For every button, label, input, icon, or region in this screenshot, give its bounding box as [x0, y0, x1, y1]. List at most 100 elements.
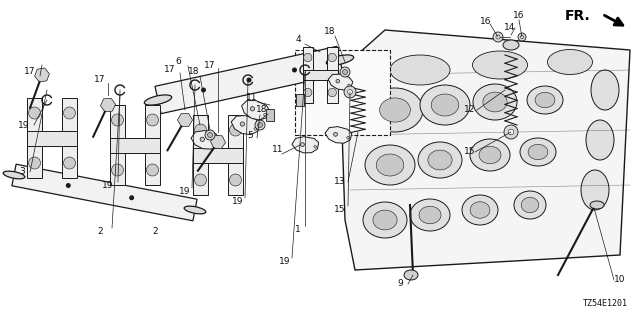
Circle shape	[303, 88, 312, 97]
Circle shape	[314, 146, 317, 148]
Text: 11: 11	[272, 146, 284, 155]
Circle shape	[230, 174, 241, 186]
Polygon shape	[325, 127, 352, 143]
Circle shape	[254, 127, 257, 130]
Text: 19: 19	[232, 197, 244, 206]
Ellipse shape	[483, 92, 507, 112]
Text: 5: 5	[247, 131, 253, 140]
Circle shape	[200, 137, 204, 141]
Ellipse shape	[462, 195, 498, 225]
Ellipse shape	[535, 92, 555, 108]
Ellipse shape	[521, 197, 539, 213]
Text: 2: 2	[152, 228, 158, 236]
Ellipse shape	[479, 146, 501, 164]
Text: 15: 15	[464, 148, 476, 156]
Polygon shape	[193, 148, 243, 163]
Ellipse shape	[380, 98, 410, 122]
Circle shape	[328, 53, 337, 62]
Circle shape	[230, 124, 241, 136]
Circle shape	[255, 120, 265, 130]
Circle shape	[147, 114, 159, 126]
Ellipse shape	[3, 171, 25, 179]
Ellipse shape	[184, 206, 206, 214]
Ellipse shape	[514, 191, 546, 219]
Text: TZ54E1201: TZ54E1201	[583, 299, 628, 308]
Text: 14: 14	[504, 23, 516, 33]
Text: 3: 3	[19, 167, 25, 177]
Text: 16: 16	[480, 17, 492, 26]
Circle shape	[301, 143, 305, 147]
Polygon shape	[191, 131, 220, 149]
Ellipse shape	[547, 50, 593, 75]
Polygon shape	[100, 98, 115, 112]
Circle shape	[205, 130, 215, 140]
Ellipse shape	[404, 270, 418, 280]
Circle shape	[264, 113, 267, 116]
Circle shape	[214, 141, 217, 144]
Circle shape	[348, 84, 350, 86]
Ellipse shape	[410, 199, 450, 231]
Text: 10: 10	[614, 276, 626, 284]
Polygon shape	[62, 98, 77, 178]
Ellipse shape	[431, 94, 459, 116]
Circle shape	[344, 86, 356, 98]
Text: 18: 18	[324, 28, 336, 36]
Ellipse shape	[472, 51, 527, 79]
Text: 2: 2	[97, 228, 103, 236]
Circle shape	[520, 36, 524, 39]
Ellipse shape	[419, 206, 441, 224]
Ellipse shape	[390, 55, 450, 85]
Circle shape	[29, 157, 40, 169]
Circle shape	[333, 132, 337, 136]
Polygon shape	[12, 164, 197, 221]
Ellipse shape	[326, 55, 354, 65]
Polygon shape	[193, 115, 208, 195]
Ellipse shape	[473, 84, 517, 120]
Text: 16: 16	[513, 12, 525, 20]
Ellipse shape	[373, 210, 397, 230]
Ellipse shape	[527, 86, 563, 114]
Polygon shape	[177, 114, 193, 126]
Polygon shape	[228, 115, 243, 195]
Polygon shape	[292, 137, 319, 153]
Text: 1: 1	[295, 226, 301, 235]
Bar	[295, 50, 390, 135]
Polygon shape	[27, 131, 77, 146]
Circle shape	[195, 124, 207, 136]
Text: 19: 19	[179, 188, 191, 196]
Circle shape	[518, 33, 526, 41]
Polygon shape	[303, 47, 313, 103]
Circle shape	[257, 123, 262, 127]
Polygon shape	[211, 135, 225, 149]
Text: 6: 6	[175, 58, 181, 67]
Ellipse shape	[367, 88, 423, 132]
Polygon shape	[110, 105, 125, 185]
Circle shape	[348, 90, 353, 94]
Ellipse shape	[520, 138, 556, 166]
Ellipse shape	[470, 202, 490, 218]
Polygon shape	[35, 68, 49, 82]
Polygon shape	[327, 47, 337, 103]
Circle shape	[240, 122, 244, 126]
Circle shape	[336, 79, 340, 83]
Circle shape	[250, 107, 255, 111]
Circle shape	[66, 183, 71, 188]
Polygon shape	[303, 70, 337, 80]
Ellipse shape	[418, 142, 462, 178]
Text: 19: 19	[19, 121, 29, 130]
Ellipse shape	[470, 139, 510, 171]
Circle shape	[303, 53, 312, 62]
Circle shape	[342, 69, 348, 75]
Polygon shape	[145, 105, 160, 185]
Circle shape	[508, 129, 514, 135]
Polygon shape	[110, 138, 160, 153]
Text: 18: 18	[256, 106, 268, 115]
Circle shape	[493, 32, 503, 42]
Circle shape	[111, 114, 124, 126]
Ellipse shape	[503, 40, 519, 50]
Ellipse shape	[420, 85, 470, 125]
Text: 19: 19	[279, 258, 291, 267]
Polygon shape	[296, 94, 304, 106]
Circle shape	[246, 77, 252, 83]
Ellipse shape	[363, 202, 407, 238]
